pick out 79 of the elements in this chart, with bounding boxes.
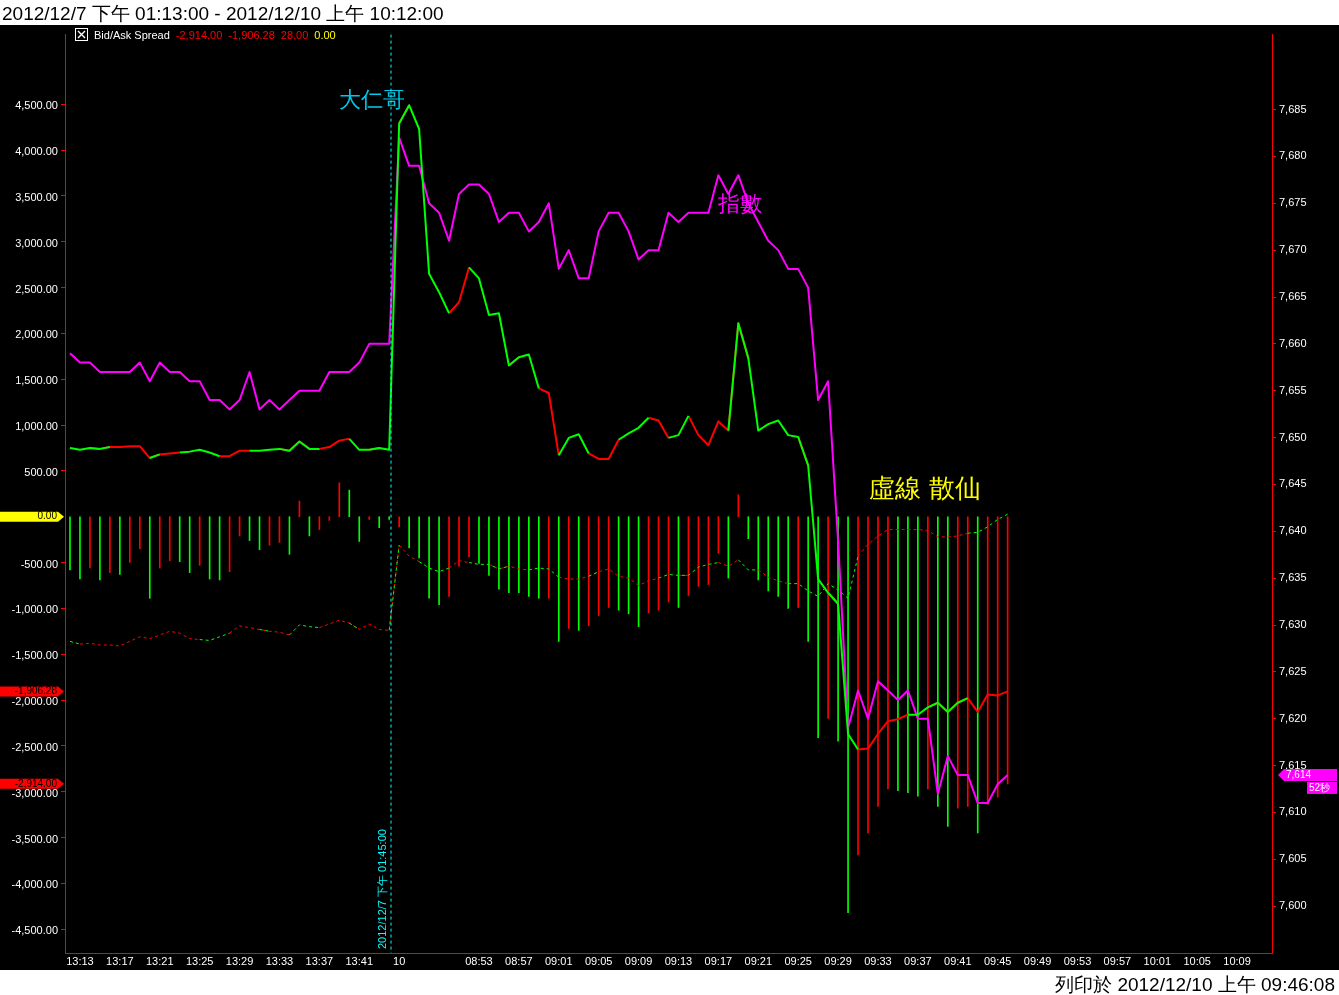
x-tick-label: 09:49: [1023, 954, 1052, 967]
y2-tick-label: 7,615: [1279, 758, 1307, 771]
x-tick-label: 13:29: [225, 954, 254, 967]
y-tick-label: 1,000.00: [15, 420, 58, 433]
x-tick-label: 13:21: [146, 954, 174, 967]
x-tick-label: 09:37: [904, 954, 932, 967]
y2-tick-label: 7,685: [1279, 102, 1307, 115]
x-tick-label: 09:25: [784, 954, 812, 967]
annotation: 虛線 散仙: [869, 473, 981, 504]
x-tick-label: 13:37: [305, 954, 334, 967]
y-tick-label: -2,000.00: [11, 695, 58, 708]
x-tick-label: 13:41: [345, 954, 374, 967]
y-tick-label: -2,500.00: [11, 740, 58, 753]
y2-tick-label: 7,665: [1279, 290, 1307, 303]
y-tick-label: 3,500.00: [15, 190, 58, 203]
y2-tick-label: 7,625: [1279, 664, 1307, 677]
x-tick-label: 09:45: [983, 954, 1012, 967]
y-tick-label: 4,000.00: [15, 145, 58, 158]
y-tick-label: -500.00: [20, 557, 58, 570]
text: 列印於 2012/12/10 上午 09:46:08: [1055, 973, 1335, 995]
x-tick-label: 10:05: [1183, 954, 1211, 967]
x-tick-label: 10:09: [1223, 954, 1251, 967]
legend-title: Bid/Ask Spread: [94, 28, 170, 41]
x-tick-label: 13:17: [106, 954, 134, 967]
y-tick-label: 3,000.00: [15, 236, 58, 249]
text: 7,614: [1286, 768, 1312, 780]
annotation: -1,906.28: [228, 28, 275, 41]
x-tick-label: 09:29: [824, 954, 852, 967]
annotation: 28.00: [280, 28, 309, 41]
annotation: -2,914.00: [175, 28, 223, 41]
y-tick-label: -1,000.00: [11, 603, 58, 616]
x-tick-label: 13:13: [66, 954, 94, 967]
y-tick-label: -4,000.00: [11, 878, 58, 891]
x-tick-label: 08:53: [465, 954, 493, 967]
x-tick-label: 13:25: [185, 954, 214, 967]
y2-tick-label: 7,610: [1279, 805, 1307, 818]
x-tick-label: 09:53: [1063, 954, 1092, 967]
y2-tick-label: 7,630: [1279, 618, 1307, 631]
x-tick-label: 09:13: [664, 954, 693, 967]
y-tick-label: -4,500.00: [11, 924, 58, 937]
x-tick-label: 09:57: [1103, 954, 1132, 967]
x-tick-label: 09:01: [545, 954, 573, 967]
y-tick-label: -3,500.00: [11, 832, 58, 845]
annotation: 2012/12/7 下午 01:45:00: [375, 829, 388, 949]
x-tick-label: 10:01: [1143, 954, 1172, 967]
x-tick-label: 13:33: [265, 954, 294, 967]
y2-tick-label: 7,635: [1279, 571, 1307, 584]
y2-tick-label: 7,640: [1279, 524, 1307, 537]
annotation: 0.00: [314, 28, 336, 41]
y-tick-label: 2,000.00: [15, 328, 58, 341]
text: 0.00: [37, 510, 57, 522]
text: -2,914.00: [14, 777, 57, 789]
y2-tick-label: 7,660: [1279, 336, 1307, 349]
x-tick-label: 08:57: [505, 954, 533, 967]
annotation: 大仁哥: [339, 87, 405, 113]
chart-title: 2012/12/7 下午 01:13:00 - 2012/12/10 上午 10:12:00: [2, 2, 444, 26]
y2-tick-label: 7,675: [1279, 196, 1307, 209]
text: -1,906.28: [14, 685, 57, 697]
x-tick-label: 09:09: [624, 954, 653, 967]
x-tick-label: 10: [393, 954, 406, 967]
y2-tick-label: 7,670: [1279, 243, 1307, 256]
y-tick-label: 4,500.00: [15, 99, 58, 112]
y2-tick-label: 7,605: [1279, 852, 1307, 865]
x-tick-label: 09:21: [744, 954, 773, 967]
y2-tick-label: 7,600: [1279, 899, 1307, 912]
x-tick-label: 09:17: [704, 954, 733, 967]
y-tick-label: 500.00: [24, 465, 58, 478]
y-tick-label: 1,500.00: [15, 374, 58, 387]
y2-tick-label: 7,620: [1279, 711, 1307, 724]
x-tick-label: 09:41: [944, 954, 972, 967]
y2-tick-label: 7,680: [1279, 149, 1307, 162]
y2-tick-label: 7,650: [1279, 430, 1307, 443]
y-tick-label: -1,500.00: [11, 649, 58, 662]
y2-tick-label: 7,645: [1279, 477, 1307, 490]
y-tick-label: 2,500.00: [15, 282, 58, 295]
y2-tick-label: 7,655: [1279, 383, 1307, 396]
x-tick-label: 09:33: [864, 954, 892, 967]
x-tick-label: 09:05: [584, 954, 613, 967]
text: 52秒: [1309, 781, 1331, 793]
